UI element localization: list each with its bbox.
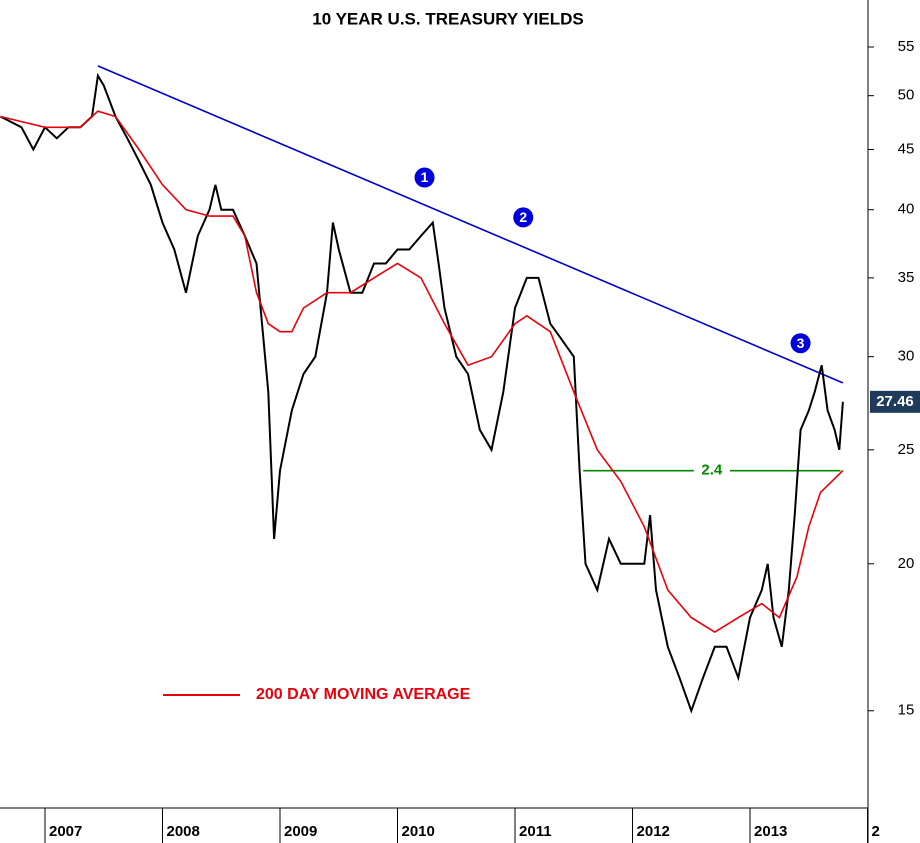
x-tick-label: 2011 <box>519 823 552 840</box>
y-tick-label: 25 <box>898 441 915 458</box>
last-value-label: 27.46 <box>876 393 914 410</box>
moving-average-line <box>0 110 844 633</box>
y-tick-label: 30 <box>898 348 915 365</box>
y-tick-label: 40 <box>898 201 915 218</box>
y-tick-label: 15 <box>898 702 915 719</box>
level-label: 2.4 <box>701 462 723 479</box>
y-tick-label: 55 <box>898 38 915 55</box>
y-tick-label: 35 <box>898 269 915 286</box>
marker <box>513 207 534 228</box>
x-tick-label: 2010 <box>402 823 435 840</box>
marker-label: 1 <box>421 169 429 185</box>
x-tick-label: 2009 <box>284 823 317 840</box>
chart-title: 10 YEAR U.S. TREASURY YIELDS <box>312 9 583 28</box>
y-tick-label: 45 <box>898 140 915 157</box>
x-tick-label: 2007 <box>49 823 82 840</box>
level-label-bg <box>693 461 730 480</box>
marker <box>414 167 435 188</box>
price-line <box>0 72 844 714</box>
marker-label: 3 <box>797 335 805 351</box>
y-tick-label: 20 <box>898 555 915 572</box>
y-tick-label: 50 <box>898 87 915 104</box>
x-tick-label: 2 <box>872 823 880 840</box>
trend-line <box>97 65 844 384</box>
x-tick-label: 2013 <box>754 823 787 840</box>
last-value-badge <box>870 390 920 413</box>
x-tick-label: 2008 <box>167 823 200 840</box>
marker-label: 2 <box>519 209 527 225</box>
x-tick-label: 2012 <box>637 823 670 840</box>
marker <box>790 333 811 354</box>
legend-label: 200 DAY MOVING AVERAGE <box>256 686 471 703</box>
